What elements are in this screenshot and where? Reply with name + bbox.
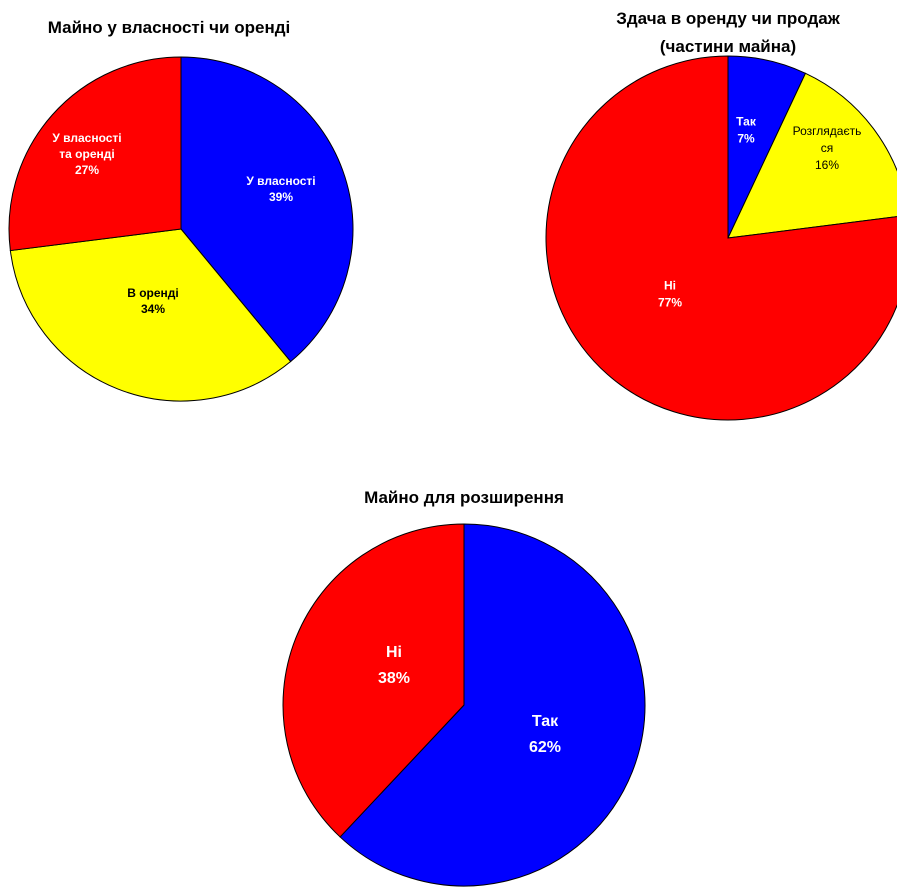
- pie-slice-2-1: [282, 523, 465, 838]
- pie-slice-2-0: [339, 523, 646, 887]
- slice-percent-label: 62%: [529, 739, 561, 756]
- slice-category-label: Розглядаєть: [793, 124, 862, 138]
- pie-slice-0-1: [9, 228, 292, 402]
- slice-category-label: Так: [736, 115, 757, 129]
- pie-chart-expansion: Майно для розширення Так 62% Ні 38%: [282, 488, 646, 887]
- pie-slices-ownership: [8, 56, 354, 402]
- pie-slices-expansion: [282, 523, 646, 887]
- slice-category-label: Так: [532, 713, 559, 730]
- pie-labels-ownership: У власності 39% В оренді 34% У власності та о…: [52, 131, 315, 316]
- pie-labels-rent-or-sale: Так 7% Розглядаєть ся 16% Ні 77%: [658, 115, 861, 310]
- slice-percent-label: 39%: [269, 190, 293, 204]
- pie-chart-rent-or-sale: Здача в оренду чи продаж (частини майна)…: [545, 9, 897, 421]
- slice-category-label: та оренді: [59, 147, 114, 161]
- slice-percent-label: 38%: [378, 670, 410, 687]
- slice-percent-label: 7%: [737, 132, 755, 146]
- slice-category-label: У власності: [52, 131, 121, 145]
- pie-slice-0-0: [180, 56, 354, 363]
- slice-percent-label: 34%: [141, 302, 165, 316]
- chart-title-rent-or-sale-line-2: (частини майна): [660, 37, 796, 56]
- pie-chart-ownership: Майно у власності чи оренді У власності 3…: [8, 18, 354, 402]
- pie-slice-1-1: [727, 72, 897, 239]
- slice-percent-label: 77%: [658, 296, 682, 310]
- slice-category-label: ся: [821, 141, 834, 155]
- chart-title-rent-or-sale-line-1: Здача в оренду чи продаж: [616, 9, 840, 28]
- pie-labels-expansion: Так 62% Ні 38%: [378, 644, 561, 756]
- slice-category-label: В оренді: [127, 286, 179, 300]
- chart-title-ownership: Майно у власності чи оренді: [48, 18, 290, 37]
- chart-title-expansion: Майно для розширення: [364, 488, 564, 507]
- pie-slice-1-2: [545, 55, 897, 421]
- pie-slices-rent-or-sale: [545, 55, 897, 421]
- slice-category-label: У власності: [246, 174, 315, 188]
- slice-percent-label: 27%: [75, 163, 99, 177]
- pie-slice-0-2: [8, 56, 182, 252]
- slice-category-label: Ні: [664, 279, 676, 293]
- slice-percent-label: 16%: [815, 158, 839, 172]
- slice-category-label: Ні: [386, 644, 402, 661]
